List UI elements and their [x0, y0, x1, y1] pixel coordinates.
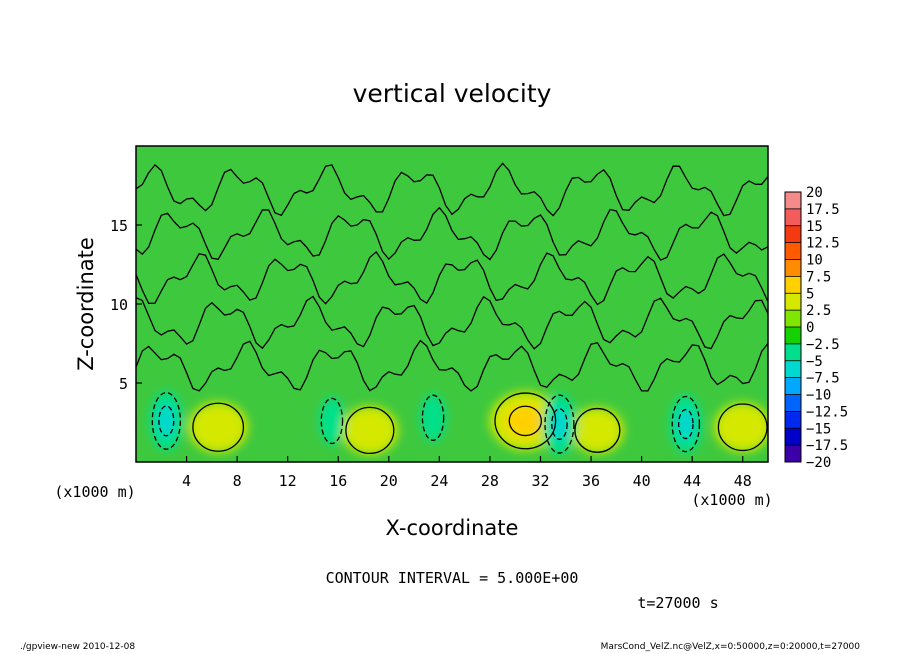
colorbar-swatch	[785, 411, 801, 429]
colorbar: 2017.51512.5107.552.50−2.5−5−7.5−10−12.5…	[784, 185, 848, 471]
x-axis-ticks: 4 8 12 16 20 24 28 32 36 40 44 48	[182, 456, 752, 490]
x-tick-label: 16	[329, 472, 347, 490]
x-unit-label-right: (x1000 m)	[691, 491, 772, 509]
y-tick-label: 15	[110, 217, 128, 235]
contour-interval-text: CONTOUR INTERVAL = 5.000E+00	[326, 569, 579, 587]
contour-line	[136, 162, 768, 217]
contour-line	[136, 295, 768, 350]
field-blob	[188, 401, 248, 453]
contour-line	[421, 394, 445, 441]
x-tick-label: 4	[182, 472, 191, 490]
y-tick-label: 10	[110, 296, 128, 314]
field-blob	[714, 402, 768, 452]
colorbar-swatch	[785, 293, 801, 311]
contour-line	[494, 392, 557, 450]
contour-line	[544, 394, 575, 454]
x-tick-label: 36	[582, 472, 600, 490]
velocity-field	[149, 391, 768, 455]
colorbar-label: −17.5	[806, 438, 848, 454]
x-tick-label: 32	[531, 472, 549, 490]
field-blob	[319, 397, 345, 445]
time-label: t=27000 s	[637, 594, 718, 612]
colorbar-label: −2.5	[806, 337, 840, 353]
footer-left: ./gpview-new 2010-12-08	[20, 642, 136, 652]
chart-title: vertical velocity	[353, 79, 552, 108]
x-tick-label: 8	[233, 472, 242, 490]
plot-area	[135, 145, 769, 463]
colorbar-label: 12.5	[806, 236, 840, 252]
colorbar-label: 10	[806, 253, 823, 269]
field-blob-core	[157, 404, 176, 438]
colorbar-label: −7.5	[806, 371, 840, 387]
colorbar-swatch	[785, 394, 801, 412]
contour-line	[136, 339, 768, 392]
contour-line	[717, 403, 768, 452]
contour-line	[136, 251, 768, 306]
colorbar-label: 20	[806, 185, 823, 201]
colorbar-label: 5	[806, 286, 814, 302]
contour-line	[574, 407, 621, 453]
x-tick-label: 48	[734, 472, 752, 490]
x-unit-label-left: (x1000 m)	[54, 483, 135, 501]
colorbar-swatch	[785, 192, 801, 209]
contour-line	[677, 408, 694, 440]
contour-line	[345, 406, 395, 455]
colorbar-swatch	[785, 208, 801, 226]
colorbar-swatch	[785, 360, 801, 378]
colorbar-label: 15	[806, 219, 823, 235]
colorbar-swatch	[785, 225, 801, 243]
colorbar-swatch	[785, 428, 801, 446]
colorbar-label: 2.5	[806, 303, 831, 319]
contour-line	[320, 397, 344, 445]
colorbar-swatch	[785, 259, 801, 277]
contour-line	[192, 402, 245, 452]
field-blob-core	[505, 404, 545, 438]
contour-lines	[136, 162, 768, 455]
colorbar-label: −20	[806, 455, 831, 471]
field-blob	[341, 406, 398, 455]
field-blob	[570, 407, 624, 454]
field-blob-core	[677, 408, 695, 441]
y-axis-ticks: 5 10 15	[110, 217, 142, 393]
contour-line	[671, 395, 701, 453]
field-blob	[420, 394, 446, 442]
colorbar-swatch	[785, 310, 801, 327]
colorbar-label: 17.5	[806, 202, 840, 218]
colorbar-swatch	[785, 242, 801, 260]
x-tick-label: 20	[380, 472, 398, 490]
x-tick-label: 28	[481, 472, 499, 490]
y-tick-label: 5	[119, 375, 128, 393]
x-tick-label: 44	[683, 472, 701, 490]
x-tick-label: 40	[633, 472, 651, 490]
x-axis-label: X-coordinate	[386, 516, 519, 540]
colorbar-label: −15	[806, 421, 831, 437]
colorbar-label: −5	[806, 354, 823, 370]
footer-right: MarsCond_VelZ.nc@VelZ,x=0:50000,z=0:2000…	[600, 642, 860, 652]
x-tick-label: 12	[279, 472, 297, 490]
colorbar-label: −10	[806, 388, 831, 404]
colorbar-swatch	[785, 276, 801, 294]
colorbar-label: 7.5	[806, 269, 831, 285]
colorbar-label: 0	[806, 320, 814, 336]
field-blob-core	[550, 407, 569, 441]
colorbar-swatch	[785, 377, 801, 395]
plot-background	[136, 146, 768, 462]
contour-line	[151, 392, 182, 450]
colorbar-swatch	[785, 445, 801, 462]
x-tick-label: 24	[430, 472, 448, 490]
contour-line	[158, 405, 175, 437]
colorbar-swatch	[785, 327, 801, 344]
contour-line	[508, 405, 543, 437]
contour-line	[551, 408, 568, 440]
y-axis-label: Z-coordinate	[74, 237, 98, 371]
colorbar-swatch	[785, 343, 801, 361]
contour-line	[136, 206, 768, 261]
colorbar-label: −12.5	[806, 404, 848, 420]
